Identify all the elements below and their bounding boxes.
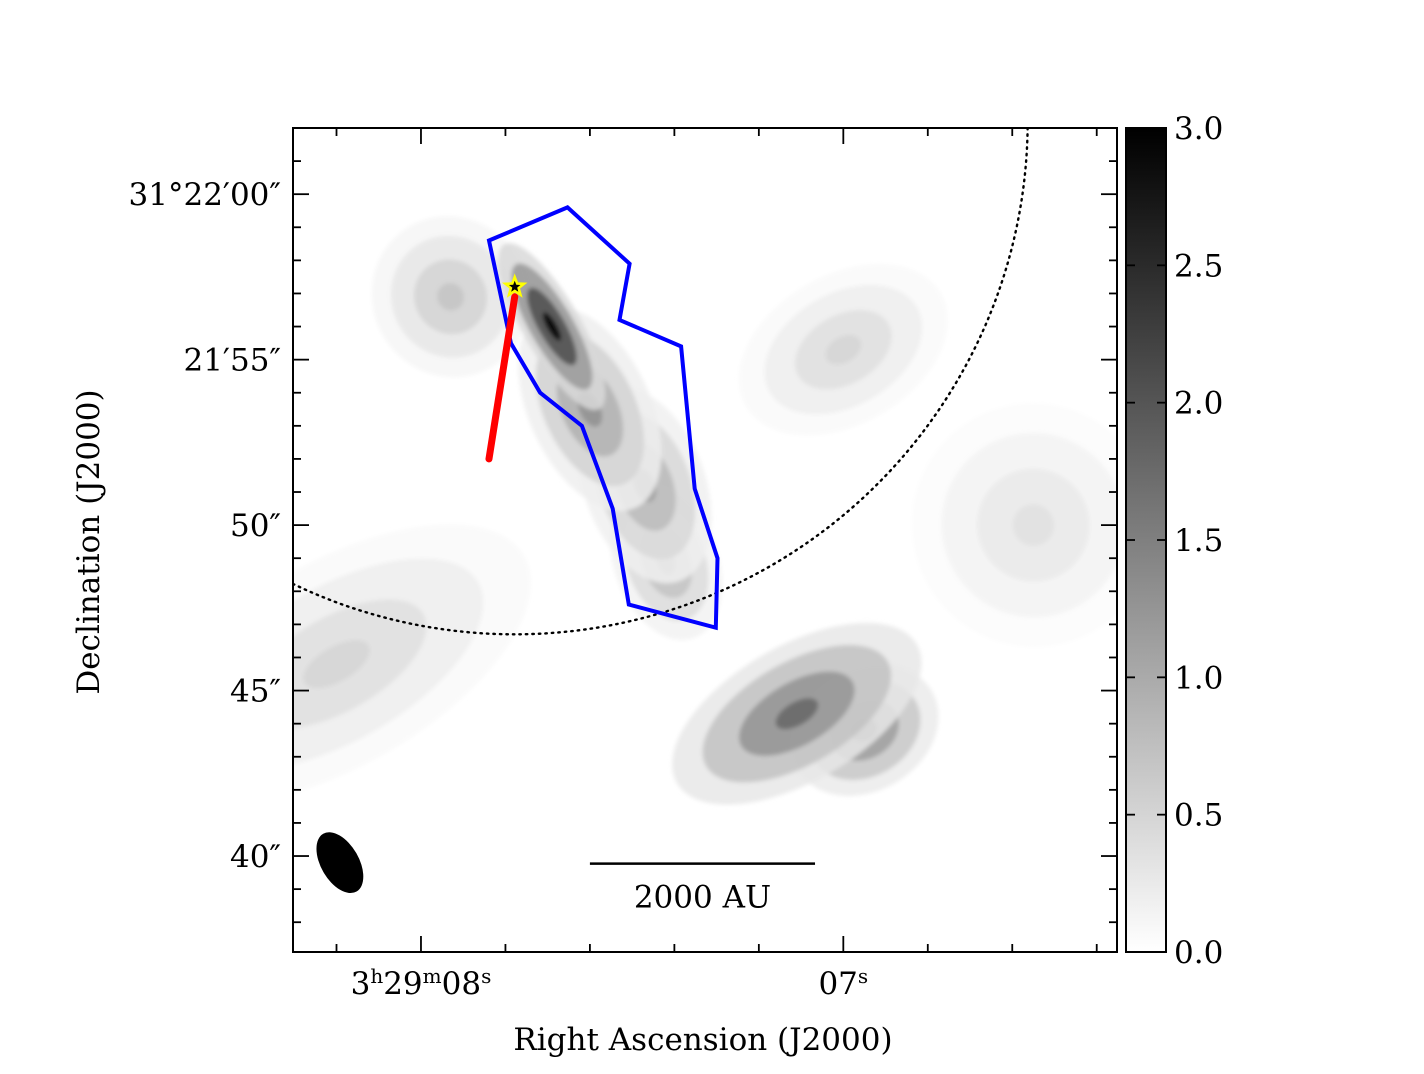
y-tick-label: 40″ — [230, 839, 281, 875]
y-axis-label: Declination (J2000) — [71, 389, 107, 694]
y-tick-label: 45″ — [230, 674, 281, 710]
emission-blob — [775, 698, 819, 730]
emission-blob — [303, 640, 370, 688]
x-tick-labels: 3h29m08s 07s — [351, 964, 869, 1002]
colorbar-tick-label: 0.0 — [1174, 935, 1223, 971]
colorbar-tick-label: 1.0 — [1174, 660, 1223, 696]
y-tick-label: 50″ — [230, 508, 281, 544]
overlays: 2000 AU — [293, 128, 1029, 916]
colorbar-tick-label: 2.0 — [1174, 386, 1223, 422]
emission-blob — [1012, 504, 1055, 546]
emission-blob — [437, 283, 464, 311]
plot-frame — [292, 127, 1118, 953]
y-tick-label: 21′55″ — [183, 343, 281, 379]
scale-bar-label: 2000 AU — [634, 880, 771, 916]
protostar-star-core — [509, 280, 521, 292]
x-tick-label: 07s — [818, 964, 868, 1002]
colorbar: 0.0 0.5 1.0 1.5 2.0 2.5 3.0 — [1125, 111, 1223, 971]
region-polygon — [486, 205, 720, 631]
x-tick-label: 3h29m08s — [351, 964, 492, 1002]
y-tick-labels: 31°22′00″ 21′55″ 50″ 45″ 40″ — [129, 177, 281, 875]
beam-ellipse — [316, 832, 364, 894]
colorbar-tick-label: 3.0 — [1174, 111, 1223, 147]
plot-area: 2000 AU — [292, 127, 1118, 953]
intensity-map — [293, 216, 1117, 805]
primary-beam-circle — [293, 128, 1029, 636]
x-axis-label: Right Ascension (J2000) — [513, 1022, 892, 1058]
outflow-line — [485, 293, 519, 463]
emission-blob — [825, 335, 862, 365]
axis-ticks — [293, 127, 1117, 952]
emission-blob — [542, 312, 562, 341]
colorbar-tick-label: 0.5 — [1174, 798, 1223, 834]
colorbar-tick-label: 1.5 — [1174, 523, 1223, 559]
colorbar-tick-label: 2.5 — [1174, 248, 1223, 284]
colorbar-ticks: 0.0 0.5 1.0 1.5 2.0 2.5 3.0 — [1126, 111, 1223, 971]
y-tick-label: 31°22′00″ — [129, 177, 281, 213]
